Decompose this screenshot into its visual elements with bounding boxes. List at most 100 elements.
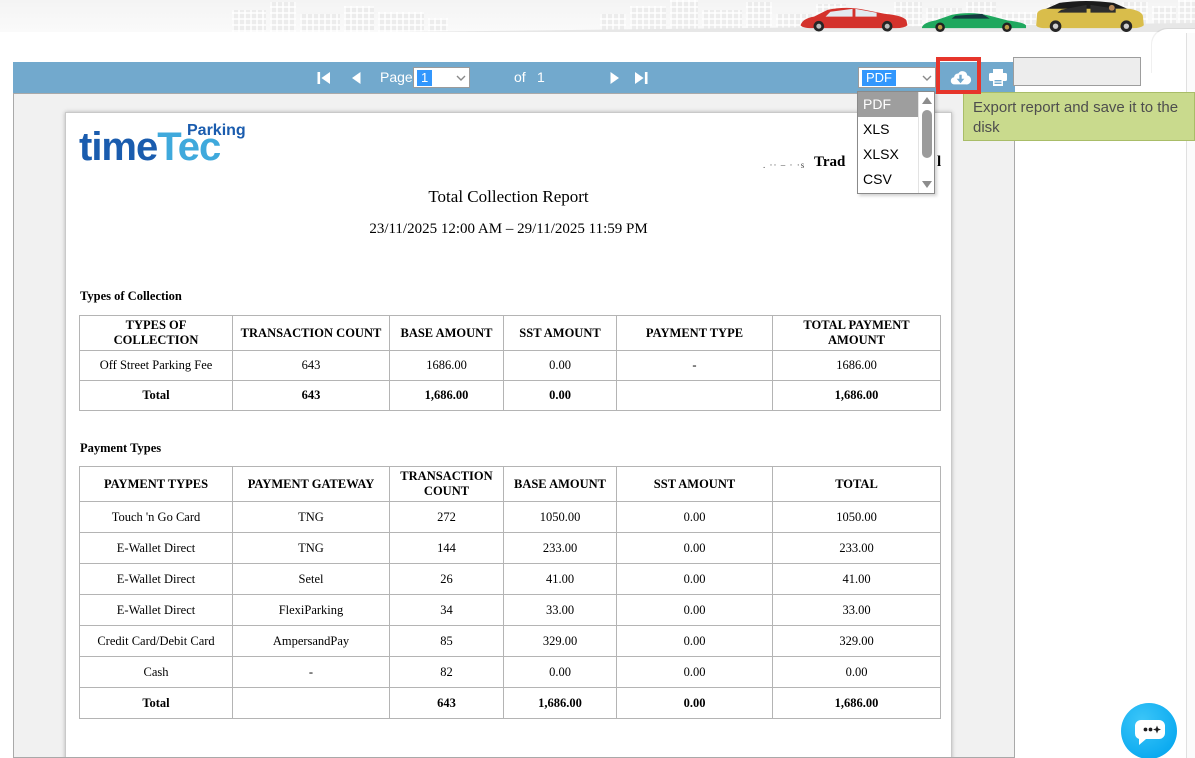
table-cell: 1,686.00 (389, 380, 504, 411)
column-header: TRANSACTION COUNT (232, 315, 390, 351)
page-select-value: 1 (417, 69, 433, 86)
export-format-select[interactable]: PDF (858, 67, 936, 88)
export-button[interactable] (941, 62, 979, 93)
table-cell: 0.00 (616, 594, 773, 626)
table-cell: 233.00 (772, 532, 941, 564)
prev-page-icon (352, 71, 361, 84)
format-option-xlsx[interactable]: XLSX (863, 146, 899, 162)
company-name-fragment-mid: Trad (814, 154, 846, 170)
table-cell: Setel (232, 563, 390, 595)
column-header: TOTAL (772, 466, 941, 502)
cloud-download-icon (950, 71, 971, 85)
building-shape (270, 2, 296, 32)
table-cell: 0.00 (616, 656, 773, 688)
export-tooltip: Export report and save it to the disk (963, 92, 1195, 141)
table-cell: 26 (389, 563, 504, 595)
format-option-xls[interactable]: XLS (863, 121, 890, 137)
table-row: E-Wallet Direct Setel 26 41.00 0.00 41.00 (79, 563, 941, 595)
table-row: Total 643 1,686.00 0.00 1,686.00 (79, 687, 941, 719)
building-shape (600, 14, 626, 32)
last-page-button[interactable] (630, 62, 652, 93)
company-name-fragment-right: l (937, 154, 942, 170)
table-row: Credit Card/Debit Card AmpersandPay 85 329.… (79, 625, 941, 657)
table-cell: 1050.00 (772, 501, 941, 533)
page-scrollbar[interactable] (1186, 33, 1195, 758)
section-label-types-of-collection: Types of Collection (80, 289, 182, 303)
building-shape (746, 2, 772, 32)
yellow-suv-illustration (1036, 0, 1144, 32)
table-cell: - (616, 350, 773, 381)
of-label: of (514, 69, 526, 85)
table-row: E-Wallet Direct TNG 144 233.00 0.00 233.00 (79, 532, 941, 564)
table-cell: 41.00 (503, 563, 617, 595)
table-cell: 0.00 (616, 625, 773, 657)
table-cell: 34 (389, 594, 504, 626)
page-label: Page (380, 69, 413, 85)
table-row: E-Wallet Direct FlexiParking 34 33.00 0.00 33… (79, 594, 941, 626)
table-cell: 0.00 (772, 656, 941, 688)
scroll-up-icon[interactable] (922, 97, 932, 104)
column-header: PAYMENT GATEWAY (232, 466, 390, 502)
table-cell: 0.00 (503, 350, 617, 381)
table-cell: 41.00 (772, 563, 941, 595)
report-viewer: timeTec Parking . ·· – · ·s Trad l Total… (13, 93, 1015, 758)
logo-word-parking: Parking (187, 122, 246, 139)
prev-page-button[interactable] (345, 62, 367, 93)
table-cell: E-Wallet Direct (79, 594, 233, 626)
next-page-button[interactable] (604, 62, 626, 93)
green-supercar-illustration (921, 13, 1027, 32)
column-header: SST AMOUNT (503, 315, 617, 351)
column-header: BASE AMOUNT (503, 466, 617, 502)
report-period: 23/11/2025 12:00 AM – 29/11/2025 11:59 P… (369, 221, 648, 237)
table-cell: E-Wallet Direct (79, 563, 233, 595)
table-cell: 1686.00 (772, 350, 941, 381)
report-title: Total Collection Report (428, 187, 589, 206)
building-shape (702, 10, 742, 32)
table-cell: 1050.00 (503, 501, 617, 533)
table-cell: 329.00 (503, 625, 617, 657)
table-cell: 1,686.00 (772, 687, 941, 719)
table-cell: FlexiParking (232, 594, 390, 626)
building-shape (630, 6, 666, 32)
table-cell (616, 380, 773, 411)
table-cell: 33.00 (503, 594, 617, 626)
table-cell: Touch 'n Go Card (79, 501, 233, 533)
table-cell: - (232, 656, 390, 688)
table-cell: 329.00 (772, 625, 941, 657)
table-cell: Cash (79, 656, 233, 688)
format-option-pdf[interactable]: PDF (858, 92, 918, 117)
logo-word-time: time (79, 125, 158, 169)
scroll-down-icon[interactable] (922, 181, 932, 188)
export-format-option-list: PDF XLS XLSX CSV (858, 92, 918, 193)
chevron-down-icon (456, 75, 466, 81)
table-cell: 272 (389, 501, 504, 533)
building-shape (428, 18, 448, 32)
scrollbar-thumb[interactable] (922, 110, 932, 158)
table-cell: TNG (232, 532, 390, 564)
printer-icon (989, 69, 1007, 86)
building-shape (378, 12, 424, 32)
export-format-menu: PDF XLS XLSX CSV (857, 91, 935, 194)
next-page-icon (610, 71, 619, 84)
first-page-button[interactable] (313, 62, 335, 93)
page-select[interactable]: 1 (413, 67, 470, 88)
table-cell: Total (79, 380, 233, 411)
first-page-icon (317, 71, 330, 84)
table-cell: TNG (232, 501, 390, 533)
column-header: TYPES OF COLLECTION (79, 315, 233, 351)
table-cell: 643 (389, 687, 504, 719)
chat-button[interactable] (1121, 703, 1177, 758)
column-header: TOTAL PAYMENT AMOUNT (772, 315, 941, 351)
column-header: BASE AMOUNT (389, 315, 504, 351)
table-cell: Credit Card/Debit Card (79, 625, 233, 657)
menu-scrollbar[interactable] (918, 92, 934, 193)
print-button[interactable] (981, 62, 1015, 93)
format-option-csv[interactable]: CSV (863, 171, 892, 187)
payment-types-table: PAYMENT TYPES PAYMENT GATEWAY TRANSACTION … (79, 466, 941, 719)
toolbar-spacer (1013, 57, 1141, 86)
table-cell: 643 (232, 350, 390, 381)
export-format-value: PDF (862, 69, 896, 86)
table-cell: 0.00 (503, 380, 617, 411)
table-cell: 643 (232, 380, 390, 411)
